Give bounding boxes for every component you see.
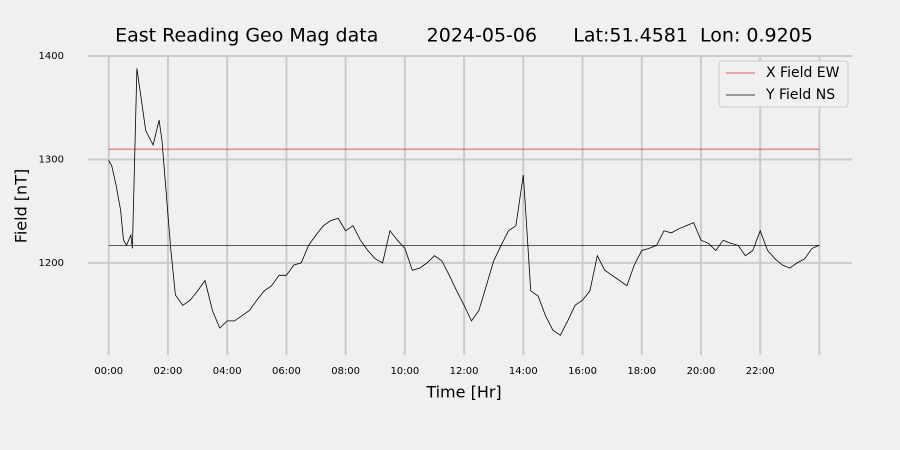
- legend-label: X Field EW: [766, 65, 840, 81]
- x-tick-label: 06:00: [272, 366, 301, 377]
- x-tick-label: 12:00: [450, 366, 479, 377]
- x-tick-label: 20:00: [687, 366, 716, 377]
- x-tick-label: 22:00: [746, 366, 775, 377]
- series-line: [108, 68, 820, 336]
- x-tick-label: 18:00: [627, 366, 656, 377]
- x-axis-label: Time [Hr]: [425, 383, 501, 402]
- y-tick-label: 1200: [39, 258, 64, 269]
- chart-title: East Reading Geo Mag data 2024-05-06 Lat…: [115, 25, 813, 47]
- x-tick-label: 00:00: [94, 366, 123, 377]
- legend-box: [718, 60, 849, 108]
- x-tick-label: 04:00: [213, 366, 242, 377]
- x-tick-label: 16:00: [568, 366, 597, 377]
- x-tick-label: 08:00: [331, 366, 360, 377]
- legend-label: Y Field NS: [765, 87, 835, 103]
- y-tick-label: 1400: [39, 51, 64, 62]
- x-tick-label: 14:00: [509, 366, 538, 377]
- x-tick-label: 10:00: [390, 366, 419, 377]
- y-tick-label: 1300: [39, 154, 64, 165]
- y-axis-label: Field [nT]: [12, 169, 31, 243]
- x-tick-label: 02:00: [154, 366, 183, 377]
